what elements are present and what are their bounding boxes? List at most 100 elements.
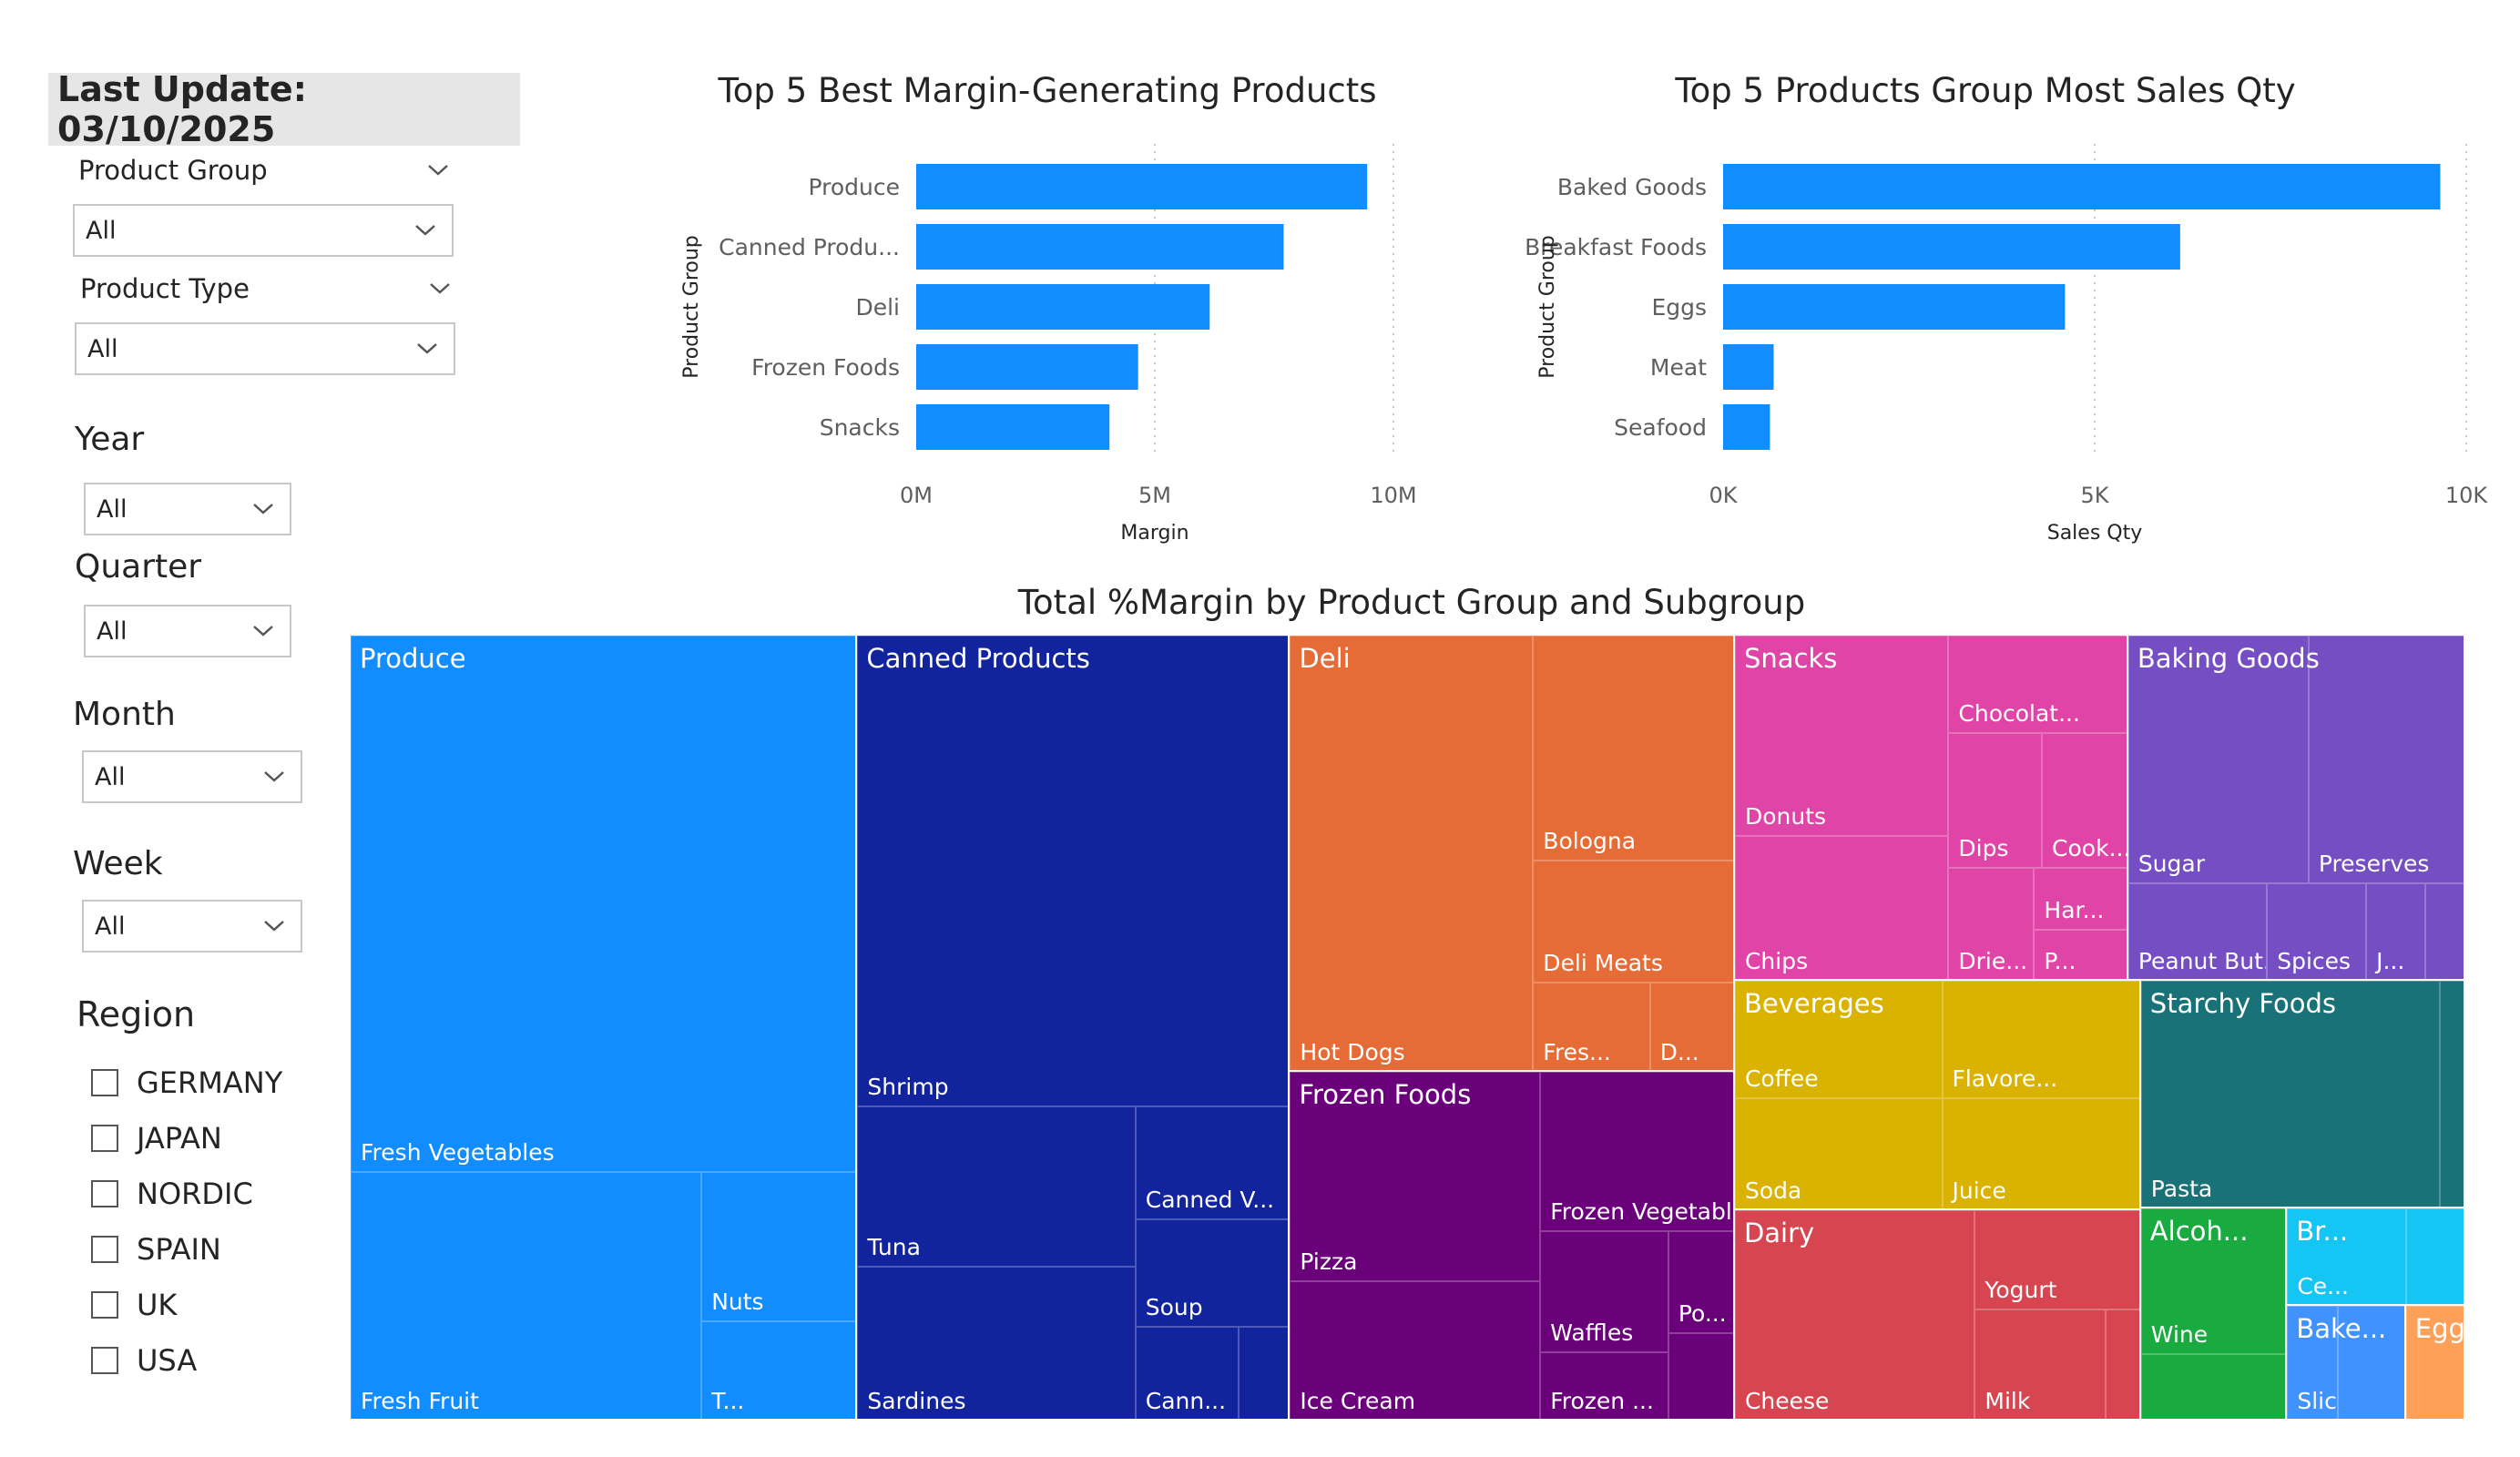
- treemap-group[interactable]: Hot Dogs Bologna Deli Meats Fres... D... Deli: [1289, 635, 1734, 1071]
- product-type-dropdown[interactable]: All: [75, 322, 455, 375]
- week-dropdown[interactable]: All: [82, 900, 302, 953]
- treemap-cell[interactable]: D...: [1649, 983, 1733, 1070]
- treemap-cell[interactable]: Chips: [1734, 835, 1949, 980]
- treemap-cell-label: Sugar: [2137, 850, 2205, 877]
- region-option-spain[interactable]: SPAIN: [91, 1221, 282, 1277]
- checkbox[interactable]: [91, 1290, 118, 1319]
- year-label: Year: [75, 421, 145, 458]
- treemap-cell[interactable]: Frozen ...: [1540, 1352, 1668, 1419]
- treemap-group[interactable]: Cheese Yogurt Milk Dairy: [1733, 1209, 2140, 1420]
- treemap-group[interactable]: Shrimp Tuna Sardines Canned V... Soup Cann...…: [856, 635, 1290, 1420]
- region-option-germany[interactable]: GERMANY: [91, 1055, 282, 1110]
- treemap-cell-label: Tuna: [867, 1234, 921, 1261]
- treemap-cell[interactable]: Milk: [1974, 1309, 2107, 1419]
- treemap-cell[interactable]: Peanut But...: [2127, 882, 2268, 980]
- treemap-group[interactable]: Donuts Chips Chocolat... Dips Cook... Drie...…: [1733, 635, 2127, 981]
- category-label: Snacks: [820, 414, 900, 441]
- region-option-japan[interactable]: JAPAN: [91, 1110, 282, 1166]
- region-option-usa[interactable]: USA: [91, 1332, 282, 1388]
- treemap-group[interactable]: Slice... Bake...: [2286, 1305, 2405, 1420]
- treemap-cell[interactable]: Tuna: [857, 1106, 1136, 1268]
- product-group-value: All: [86, 216, 117, 245]
- treemap-cell-other[interactable]: [1668, 1332, 1733, 1419]
- treemap-group[interactable]: Pizza Ice Cream Frozen Vegetables Waffles Fr…: [1289, 1070, 1734, 1420]
- category-label: Frozen Foods: [751, 354, 900, 381]
- treemap-cell[interactable]: Soda: [1734, 1097, 1943, 1209]
- region-option-uk[interactable]: UK: [91, 1277, 282, 1332]
- checkbox[interactable]: [91, 1068, 118, 1096]
- treemap-cell[interactable]: Po...: [1668, 1231, 1733, 1333]
- treemap-cell[interactable]: Hot Dogs: [1290, 636, 1534, 1070]
- treemap-cell[interactable]: Cook...: [2042, 732, 2127, 868]
- checkbox[interactable]: [91, 1124, 118, 1152]
- treemap-cell-label: J...: [2376, 948, 2405, 975]
- treemap-cell-label: Wine: [2150, 1321, 2209, 1349]
- margin-chart-title: Top 5 Best Margin-Generating Products: [718, 71, 1377, 110]
- treemap-cell-label: Har...: [2044, 896, 2105, 923]
- treemap-cell[interactable]: Chocolat...: [1948, 636, 2127, 733]
- treemap-cell-label: Cook...: [2052, 834, 2127, 861]
- month-dropdown[interactable]: All: [82, 750, 302, 803]
- treemap-cell[interactable]: Flavore...: [1942, 981, 2139, 1098]
- treemap-group-label: Bake...: [2296, 1313, 2387, 1345]
- treemap-cell-other[interactable]: [2405, 1306, 2464, 1419]
- treemap-cell[interactable]: Sardines: [857, 1267, 1136, 1419]
- treemap-cell[interactable]: Preserves: [2308, 636, 2464, 883]
- treemap-cell-other[interactable]: [2106, 1309, 2139, 1419]
- treemap-cell-label: Fresh Vegetables: [361, 1138, 555, 1166]
- product-group-dropdown[interactable]: All: [73, 204, 454, 257]
- treemap-cell[interactable]: Fresh Vegetables: [351, 636, 856, 1172]
- treemap-group[interactable]: Sugar Preserves Peanut But... Spices J... Bak…: [2127, 635, 2464, 981]
- treemap-cell-other[interactable]: [2439, 981, 2464, 1207]
- treemap-cell[interactable]: J...: [2366, 882, 2426, 980]
- treemap-cell-label: T...: [711, 1387, 745, 1414]
- treemap-cell[interactable]: Canned V...: [1135, 1106, 1289, 1220]
- bar: [916, 404, 1110, 450]
- treemap-group[interactable]: Coffee Soda Flavore... Juice Beverages: [1733, 980, 2140, 1210]
- quarter-dropdown[interactable]: All: [84, 605, 291, 657]
- treemap-cell-other[interactable]: [2338, 1306, 2404, 1419]
- checkbox[interactable]: [91, 1179, 118, 1207]
- checkbox[interactable]: [91, 1346, 118, 1374]
- treemap-group-label: Dairy: [1743, 1218, 1815, 1249]
- treemap-cell[interactable]: Spices: [2267, 882, 2367, 980]
- treemap-cell[interactable]: Ice Cream: [1290, 1280, 1541, 1419]
- treemap-cell-other[interactable]: [1238, 1326, 1289, 1419]
- treemap-cell-other[interactable]: [2425, 882, 2464, 980]
- treemap-cell[interactable]: Drie...: [1948, 867, 2035, 980]
- treemap-cell[interactable]: Waffles: [1540, 1231, 1668, 1353]
- treemap-cell[interactable]: Soup: [1135, 1219, 1289, 1327]
- category-label: Seafood: [1614, 414, 1707, 441]
- treemap-group[interactable]: Ce... Br...: [2286, 1207, 2464, 1306]
- treemap-cell-other[interactable]: [2140, 1354, 2286, 1419]
- treemap-group[interactable]: Pasta Starchy Foods: [2139, 980, 2464, 1207]
- treemap-cell[interactable]: Bologna: [1533, 636, 1733, 861]
- treemap-cell[interactable]: Fres...: [1533, 983, 1650, 1070]
- treemap-cell-other[interactable]: [2405, 1207, 2464, 1305]
- treemap-cell[interactable]: Juice: [1942, 1097, 2139, 1209]
- checkbox[interactable]: [91, 1235, 118, 1263]
- treemap-cell[interactable]: P...: [2034, 929, 2127, 980]
- chevron-down-icon: [264, 921, 284, 932]
- treemap-group[interactable]: Wine Alcoh...: [2139, 1207, 2287, 1420]
- chevron-down-icon[interactable]: [426, 275, 454, 302]
- treemap-cell[interactable]: Dips: [1948, 732, 2043, 868]
- year-dropdown[interactable]: All: [84, 483, 291, 535]
- chevron-down-icon[interactable]: [424, 157, 452, 184]
- treemap-cell[interactable]: Har...: [2034, 867, 2127, 930]
- treemap-cell[interactable]: Yogurt: [1974, 1210, 2139, 1310]
- region-option-nordic[interactable]: NORDIC: [91, 1166, 282, 1221]
- treemap-cell[interactable]: Nuts: [701, 1171, 856, 1321]
- treemap-cell[interactable]: Deli Meats: [1533, 861, 1733, 983]
- treemap-cell[interactable]: Fresh Fruit: [351, 1171, 702, 1419]
- treemap-cell-label: Soup: [1145, 1293, 1203, 1320]
- x-axis-title: Margin: [1120, 522, 1189, 545]
- treemap-cell[interactable]: T...: [701, 1320, 856, 1419]
- treemap-group-label: Br...: [2296, 1215, 2349, 1247]
- treemap-group[interactable]: Eggs: [2404, 1305, 2464, 1420]
- treemap-cell[interactable]: Shrimp: [857, 636, 1289, 1107]
- treemap-group[interactable]: Fresh Vegetables Fresh Fruit Nuts T... Produ…: [350, 635, 857, 1420]
- treemap-cell[interactable]: Frozen Vegetables: [1540, 1071, 1733, 1231]
- y-axis-title: Product Group: [680, 235, 703, 379]
- treemap-cell[interactable]: Cann...: [1135, 1326, 1239, 1419]
